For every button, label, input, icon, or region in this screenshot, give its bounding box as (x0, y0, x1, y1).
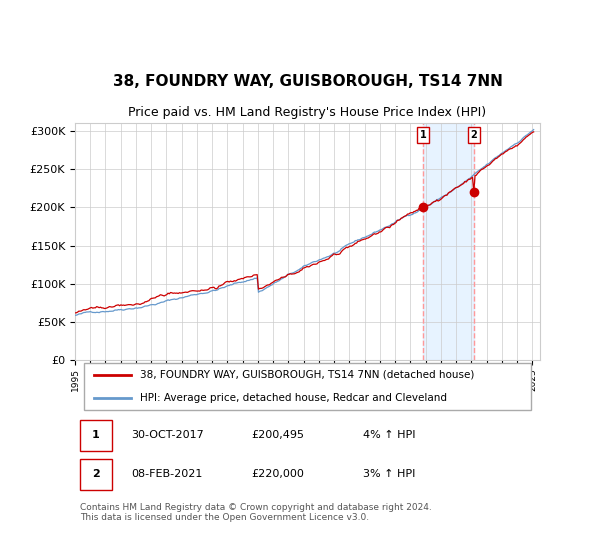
Text: 3% ↑ HPI: 3% ↑ HPI (364, 469, 416, 479)
Text: 1: 1 (92, 431, 100, 441)
Text: 38, FOUNDRY WAY, GUISBOROUGH, TS14 7NN (detached house): 38, FOUNDRY WAY, GUISBOROUGH, TS14 7NN (… (140, 370, 475, 380)
Text: HPI: Average price, detached house, Redcar and Cleveland: HPI: Average price, detached house, Redc… (140, 393, 447, 403)
Text: 08-FEB-2021: 08-FEB-2021 (131, 469, 202, 479)
Text: 38, FOUNDRY WAY, GUISBOROUGH, TS14 7NN: 38, FOUNDRY WAY, GUISBOROUGH, TS14 7NN (113, 74, 502, 88)
FancyBboxPatch shape (80, 420, 112, 451)
Text: 2: 2 (470, 130, 478, 141)
Text: 4% ↑ HPI: 4% ↑ HPI (364, 431, 416, 441)
Text: 2: 2 (92, 469, 100, 479)
Text: 1: 1 (420, 130, 427, 141)
Bar (423, 123, 474, 361)
FancyBboxPatch shape (80, 459, 112, 490)
Text: £220,000: £220,000 (252, 469, 305, 479)
FancyBboxPatch shape (84, 363, 531, 409)
Text: £200,495: £200,495 (252, 431, 305, 441)
Text: Contains HM Land Registry data © Crown copyright and database right 2024.
This d: Contains HM Land Registry data © Crown c… (80, 503, 431, 522)
Text: 30-OCT-2017: 30-OCT-2017 (131, 431, 203, 441)
Text: Price paid vs. HM Land Registry's House Price Index (HPI): Price paid vs. HM Land Registry's House … (128, 105, 487, 119)
